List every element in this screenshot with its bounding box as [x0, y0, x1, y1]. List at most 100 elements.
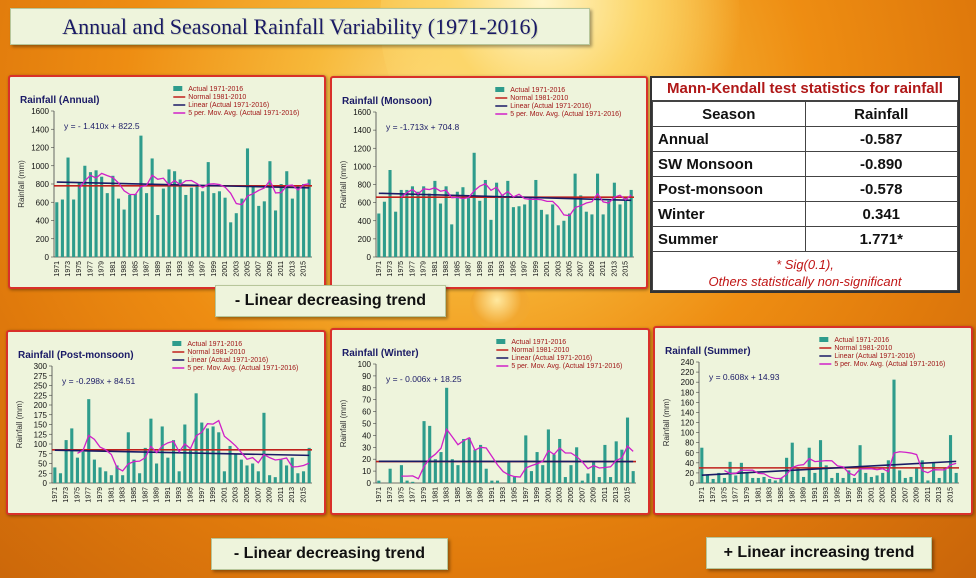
moving-average-line — [401, 427, 634, 480]
bar — [541, 465, 545, 483]
legend-label: 5 per. Mov. Avg. (Actual 1971-2016) — [188, 110, 299, 117]
x-tick-label: 2005 — [568, 487, 575, 503]
bar — [596, 173, 600, 257]
bar — [307, 179, 311, 257]
y-tick-label: 1000 — [31, 162, 49, 171]
x-tick-label: 1991 — [489, 487, 496, 503]
legend-label: Actual 1971-2016 — [511, 339, 566, 346]
legend-swatch — [172, 341, 182, 346]
x-tick-label: 1995 — [510, 261, 517, 277]
bar — [768, 478, 772, 483]
x-tick-label: 1983 — [444, 487, 451, 503]
bar — [111, 175, 115, 257]
row-season: SW Monsoon — [652, 151, 806, 177]
x-tick-label: 1979 — [421, 261, 428, 277]
x-tick-label: 1983 — [121, 261, 128, 277]
bar — [450, 459, 454, 483]
bar — [251, 185, 255, 257]
bar — [852, 477, 856, 483]
bar — [551, 204, 555, 257]
trend-label-top: - Linear decreasing trend — [215, 285, 446, 317]
bar — [597, 477, 601, 483]
bar — [864, 472, 868, 483]
x-tick-label: 2003 — [557, 487, 564, 503]
trend-label-bottom-left: - Linear decreasing trend — [211, 538, 448, 570]
moving-average-line — [77, 419, 310, 472]
bar — [64, 440, 68, 483]
x-tick-label: 2001 — [221, 487, 228, 503]
bar — [433, 180, 437, 257]
chart-title: Rainfall (Post-monsoon) — [18, 350, 134, 361]
x-tick-label: 1971 — [52, 487, 59, 503]
bar — [239, 459, 243, 483]
bar — [734, 475, 738, 483]
x-tick-label: 2001 — [868, 487, 875, 503]
bar — [567, 213, 572, 257]
y-tick-label: 0 — [367, 253, 372, 262]
chart-svg: Rainfall (Post-monsoon) Actual 1971-2016N… — [15, 341, 312, 503]
y-tick-label: 200 — [34, 401, 48, 410]
y-tick-label: 275 — [34, 372, 48, 381]
linear-trend-line — [56, 181, 310, 189]
bar — [506, 180, 510, 257]
x-tick-label: 1979 — [99, 261, 106, 277]
y-tick-label: 50 — [362, 420, 371, 429]
bar — [166, 457, 170, 483]
mann-kendall-title: Mann-Kendall test statistics for rainfal… — [652, 78, 958, 101]
bar — [212, 193, 216, 257]
x-tick-label: 1991 — [166, 261, 173, 277]
bar — [279, 459, 283, 483]
y-tick-label: 40 — [685, 459, 694, 468]
x-tick-label: 2009 — [589, 261, 596, 277]
y-tick-label: 120 — [681, 419, 695, 428]
bar — [285, 171, 289, 257]
bar — [524, 435, 528, 483]
bar — [223, 197, 227, 257]
x-tick-label: 2005 — [245, 261, 252, 277]
x-tick-label: 1977 — [409, 261, 416, 277]
y-tick-label: 175 — [34, 411, 48, 420]
bar — [590, 214, 594, 257]
x-tick-label: 1977 — [87, 261, 94, 277]
bar — [66, 157, 70, 257]
bar — [422, 421, 426, 483]
bar — [625, 417, 630, 483]
x-tick-label: 1985 — [455, 487, 462, 503]
trend-equation: y = -1.713x + 704.8 — [386, 122, 460, 132]
x-tick-label: 2009 — [591, 487, 598, 503]
legend-label: Linear (Actual 1971-2016) — [511, 355, 592, 362]
x-tick-label: 1971 — [376, 261, 383, 277]
chart-panel-annual: Rainfall (Annual) Actual 1971-2016 Normal … — [8, 75, 326, 289]
bar — [580, 480, 584, 483]
x-tick-label: 1981 — [432, 487, 439, 503]
x-tick-label: 2011 — [278, 487, 285, 502]
table-note-row: * Sig(0.1), Others statistically non-sig… — [652, 251, 958, 291]
bar — [133, 194, 137, 257]
bar — [251, 463, 255, 483]
x-tick-label: 2011 — [600, 261, 607, 276]
y-tick-label: 100 — [358, 360, 372, 369]
bar — [296, 473, 300, 483]
x-tick-label: 1981 — [432, 261, 439, 277]
bar — [307, 447, 311, 483]
y-axis-label: Rainfall (mm) — [339, 160, 348, 208]
x-tick-label: 1999 — [211, 261, 218, 277]
mann-kendall-grid: Season Rainfall Annual -0.587 SW Monsoon… — [652, 101, 958, 291]
bar — [563, 477, 567, 483]
bar — [790, 442, 794, 483]
x-tick-label: 1985 — [778, 487, 785, 503]
y-tick-label: 125 — [34, 430, 48, 439]
chart-panel-monsoon: Rainfall (Monsoon) Actual 1971-2016 Normal… — [330, 76, 648, 289]
x-tick-label: 2015 — [948, 487, 955, 503]
bar — [229, 222, 233, 257]
bar — [892, 379, 896, 483]
bar — [915, 467, 919, 483]
bar — [629, 189, 633, 257]
linear-trend-line — [378, 192, 632, 202]
header-rainfall: Rainfall — [804, 101, 958, 127]
bar — [88, 172, 92, 257]
x-tick-label: 2005 — [244, 487, 251, 503]
x-tick-label: 2003 — [233, 261, 240, 277]
moving-average-line — [400, 182, 632, 217]
bar — [705, 475, 710, 483]
